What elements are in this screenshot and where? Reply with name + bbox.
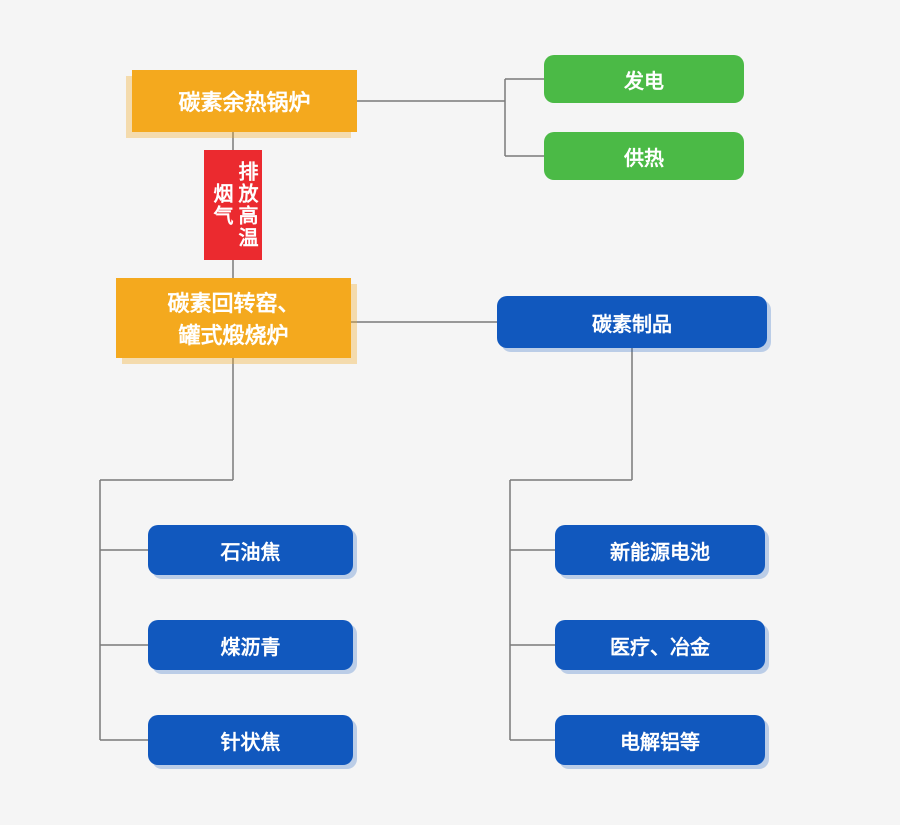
node-kiln: 碳素回转窑、 罐式煅烧炉 <box>116 278 351 358</box>
node-flue-gas: 排放高温烟气 <box>204 150 262 260</box>
node-heat-label: 供热 <box>624 142 664 171</box>
node-needle-coke-label: 针状焦 <box>221 726 281 755</box>
node-carbon-product-label: 碳素制品 <box>592 308 672 337</box>
node-heat: 供热 <box>544 132 744 180</box>
node-carbon-product: 碳素制品 <box>497 296 767 348</box>
node-boiler-label: 碳素余热锅炉 <box>178 85 310 117</box>
node-medical-metallurgy: 医疗、冶金 <box>555 620 765 670</box>
node-kiln-label: 碳素回转窑、 罐式煅烧炉 <box>167 286 299 350</box>
node-power-label: 发电 <box>624 65 664 94</box>
node-petroleum-coke-label: 石油焦 <box>221 536 281 565</box>
node-aluminum-label: 电解铝等 <box>620 726 700 755</box>
node-coal-pitch: 煤沥青 <box>148 620 353 670</box>
node-boiler: 碳素余热锅炉 <box>132 70 357 132</box>
diagram-canvas: 碳素余热锅炉 发电 供热 排放高温烟气 碳素回转窑、 罐式煅烧炉 碳素制品 石油… <box>0 0 900 825</box>
node-needle-coke: 针状焦 <box>148 715 353 765</box>
node-battery-label: 新能源电池 <box>610 536 710 565</box>
node-petroleum-coke: 石油焦 <box>148 525 353 575</box>
node-power: 发电 <box>544 55 744 103</box>
node-medical-metallurgy-label: 医疗、冶金 <box>610 631 710 660</box>
node-aluminum: 电解铝等 <box>555 715 765 765</box>
node-battery: 新能源电池 <box>555 525 765 575</box>
node-coal-pitch-label: 煤沥青 <box>221 631 281 660</box>
node-flue-gas-label: 排放高温烟气 <box>208 158 258 252</box>
